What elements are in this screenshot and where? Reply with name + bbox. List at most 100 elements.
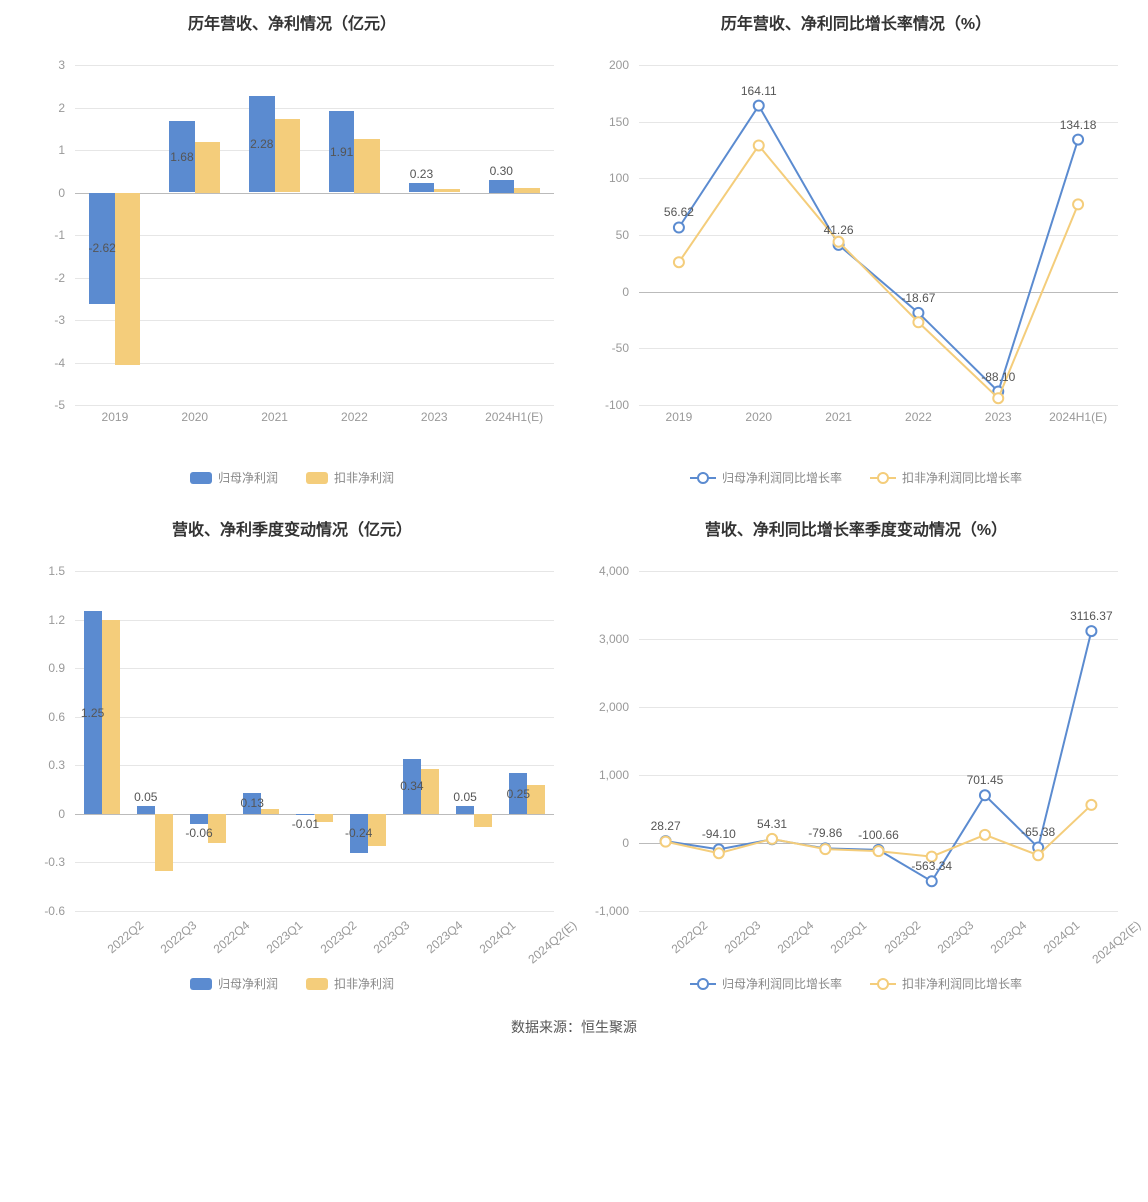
legend-item: 归母净利润同比增长率: [690, 469, 842, 486]
x-tick-label: 2024H1(E): [485, 410, 543, 424]
legend-label: 扣非净利润: [334, 469, 394, 486]
legend-swatch: [190, 978, 212, 990]
line-series: [666, 631, 1092, 881]
line-marker: [714, 848, 724, 858]
legend-item: 归母净利润: [190, 975, 278, 992]
x-tick-label: 2022: [905, 410, 932, 424]
legend-label: 扣非净利润: [334, 975, 394, 992]
x-tick-label: 2023Q4: [424, 918, 466, 956]
legend-swatch: [306, 472, 328, 484]
gridline: [75, 278, 554, 279]
x-tick-label: 2024H1(E): [1049, 410, 1107, 424]
line-marker: [913, 317, 923, 327]
panel-top-right: 历年营收、净利同比增长率情况（%） -100-5005010015020056.…: [584, 10, 1128, 486]
line-marker: [1086, 626, 1096, 636]
bar-value-label: 0.30: [490, 164, 513, 178]
point-value-label: 701.45: [967, 773, 1004, 787]
legend-swatch: [870, 983, 896, 985]
legend-br: 归母净利润同比增长率扣非净利润同比增长率: [584, 975, 1128, 992]
legend-tl: 归母净利润 扣非净利润: [20, 469, 564, 486]
gridline: [75, 320, 554, 321]
point-value-label: 3116.37: [1070, 609, 1113, 623]
y-tick-label: -3: [54, 313, 75, 327]
bar: [434, 189, 460, 192]
bar: [261, 809, 279, 814]
legend-item: 扣非净利润同比增长率: [870, 469, 1022, 486]
legend-swatch: [690, 477, 716, 479]
gridline: [75, 363, 554, 364]
line-marker: [754, 101, 764, 111]
bar: [296, 814, 314, 816]
bar-value-label: -0.24: [345, 826, 372, 840]
legend-item: 扣非净利润: [306, 975, 394, 992]
y-tick-label: 150: [609, 115, 639, 129]
point-value-label: -65.38: [1021, 825, 1055, 839]
gridline: [75, 620, 554, 621]
chart-title: 历年营收、净利情况（亿元）: [20, 10, 564, 34]
chart-area-tl: -5-4-3-2-10123-2.621.682.281.910.230.302…: [75, 64, 554, 444]
bar-value-label: 2.28: [250, 137, 273, 151]
x-tick-label: 2022Q2: [104, 918, 146, 956]
legend-label: 归母净利润同比增长率: [722, 469, 842, 486]
y-tick-label: 0.6: [48, 710, 75, 724]
chart-title: 营收、净利季度变动情况（亿元）: [20, 516, 564, 540]
x-tick-label: 2021: [825, 410, 852, 424]
line-marker: [834, 237, 844, 247]
chart-area-tr: -100-5005010015020056.62164.1141.26-18.6…: [639, 64, 1118, 444]
line-marker: [674, 257, 684, 267]
bar-value-label: -0.01: [292, 817, 319, 831]
bar-value-label: 0.05: [134, 790, 157, 804]
y-tick-label: 0.9: [48, 661, 75, 675]
y-tick-label: 0: [622, 836, 639, 850]
chart-area-bl: -0.6-0.300.30.60.91.21.51.250.05-0.060.1…: [75, 570, 554, 950]
bar-value-label: -0.06: [185, 826, 212, 840]
x-tick-label: 2024Q1: [477, 918, 519, 956]
line-marker: [1073, 135, 1083, 145]
point-value-label: -563.34: [911, 859, 952, 873]
y-tick-label: 100: [609, 171, 639, 185]
y-tick-label: 2,000: [599, 700, 639, 714]
legend-label: 归母净利润: [218, 469, 278, 486]
legend-swatch: [690, 983, 716, 985]
panel-top-left: 历年营收、净利情况（亿元） -5-4-3-2-10123-2.621.682.2…: [20, 10, 564, 486]
x-tick-label: 2023: [985, 410, 1012, 424]
y-tick-label: 4,000: [599, 564, 639, 578]
bar: [409, 183, 435, 193]
x-tick-label: 2020: [745, 410, 772, 424]
y-tick-label: -0.6: [44, 904, 75, 918]
bar: [155, 814, 173, 871]
y-tick-label: 0: [58, 807, 75, 821]
y-tick-label: -50: [612, 341, 639, 355]
bar: [190, 814, 208, 824]
point-value-label: -94.10: [702, 827, 736, 841]
point-value-label: -88.10: [981, 370, 1015, 384]
point-value-label: -18.67: [901, 291, 935, 305]
x-tick-label: 2020: [181, 410, 208, 424]
legend-swatch: [870, 477, 896, 479]
bar-value-label: -2.62: [88, 241, 115, 255]
point-value-label: 164.11: [741, 84, 777, 98]
bar: [456, 806, 474, 814]
legend-bl: 归母净利润 扣非净利润: [20, 975, 564, 992]
panel-bottom-right: 营收、净利同比增长率季度变动情况（%） -1,00001,0002,0003,0…: [584, 516, 1128, 992]
point-value-label: 54.31: [757, 817, 787, 831]
line-marker: [767, 834, 777, 844]
bar-value-label: 0.25: [507, 787, 530, 801]
data-source-footer: 数据来源：恒生聚源: [20, 1017, 1128, 1037]
x-tick-label: 2023Q1: [828, 918, 870, 956]
chart-title: 营收、净利同比增长率季度变动情况（%）: [584, 516, 1128, 540]
point-value-label: -79.86: [808, 826, 842, 840]
legend-label: 归母净利润: [218, 975, 278, 992]
gridline: [75, 150, 554, 151]
point-value-label: 56.62: [664, 205, 694, 219]
y-tick-label: -2: [54, 271, 75, 285]
x-tick-label: 2023Q2: [881, 918, 923, 956]
x-tick-label: 2022Q3: [157, 918, 199, 956]
legend-label: 扣非净利润同比增长率: [902, 469, 1022, 486]
legend-label: 扣非净利润同比增长率: [902, 975, 1022, 992]
line-marker: [927, 876, 937, 886]
bar: [354, 139, 380, 192]
point-value-label: 41.26: [824, 223, 854, 237]
y-tick-label: 2: [58, 101, 75, 115]
y-tick-label: 200: [609, 58, 639, 72]
